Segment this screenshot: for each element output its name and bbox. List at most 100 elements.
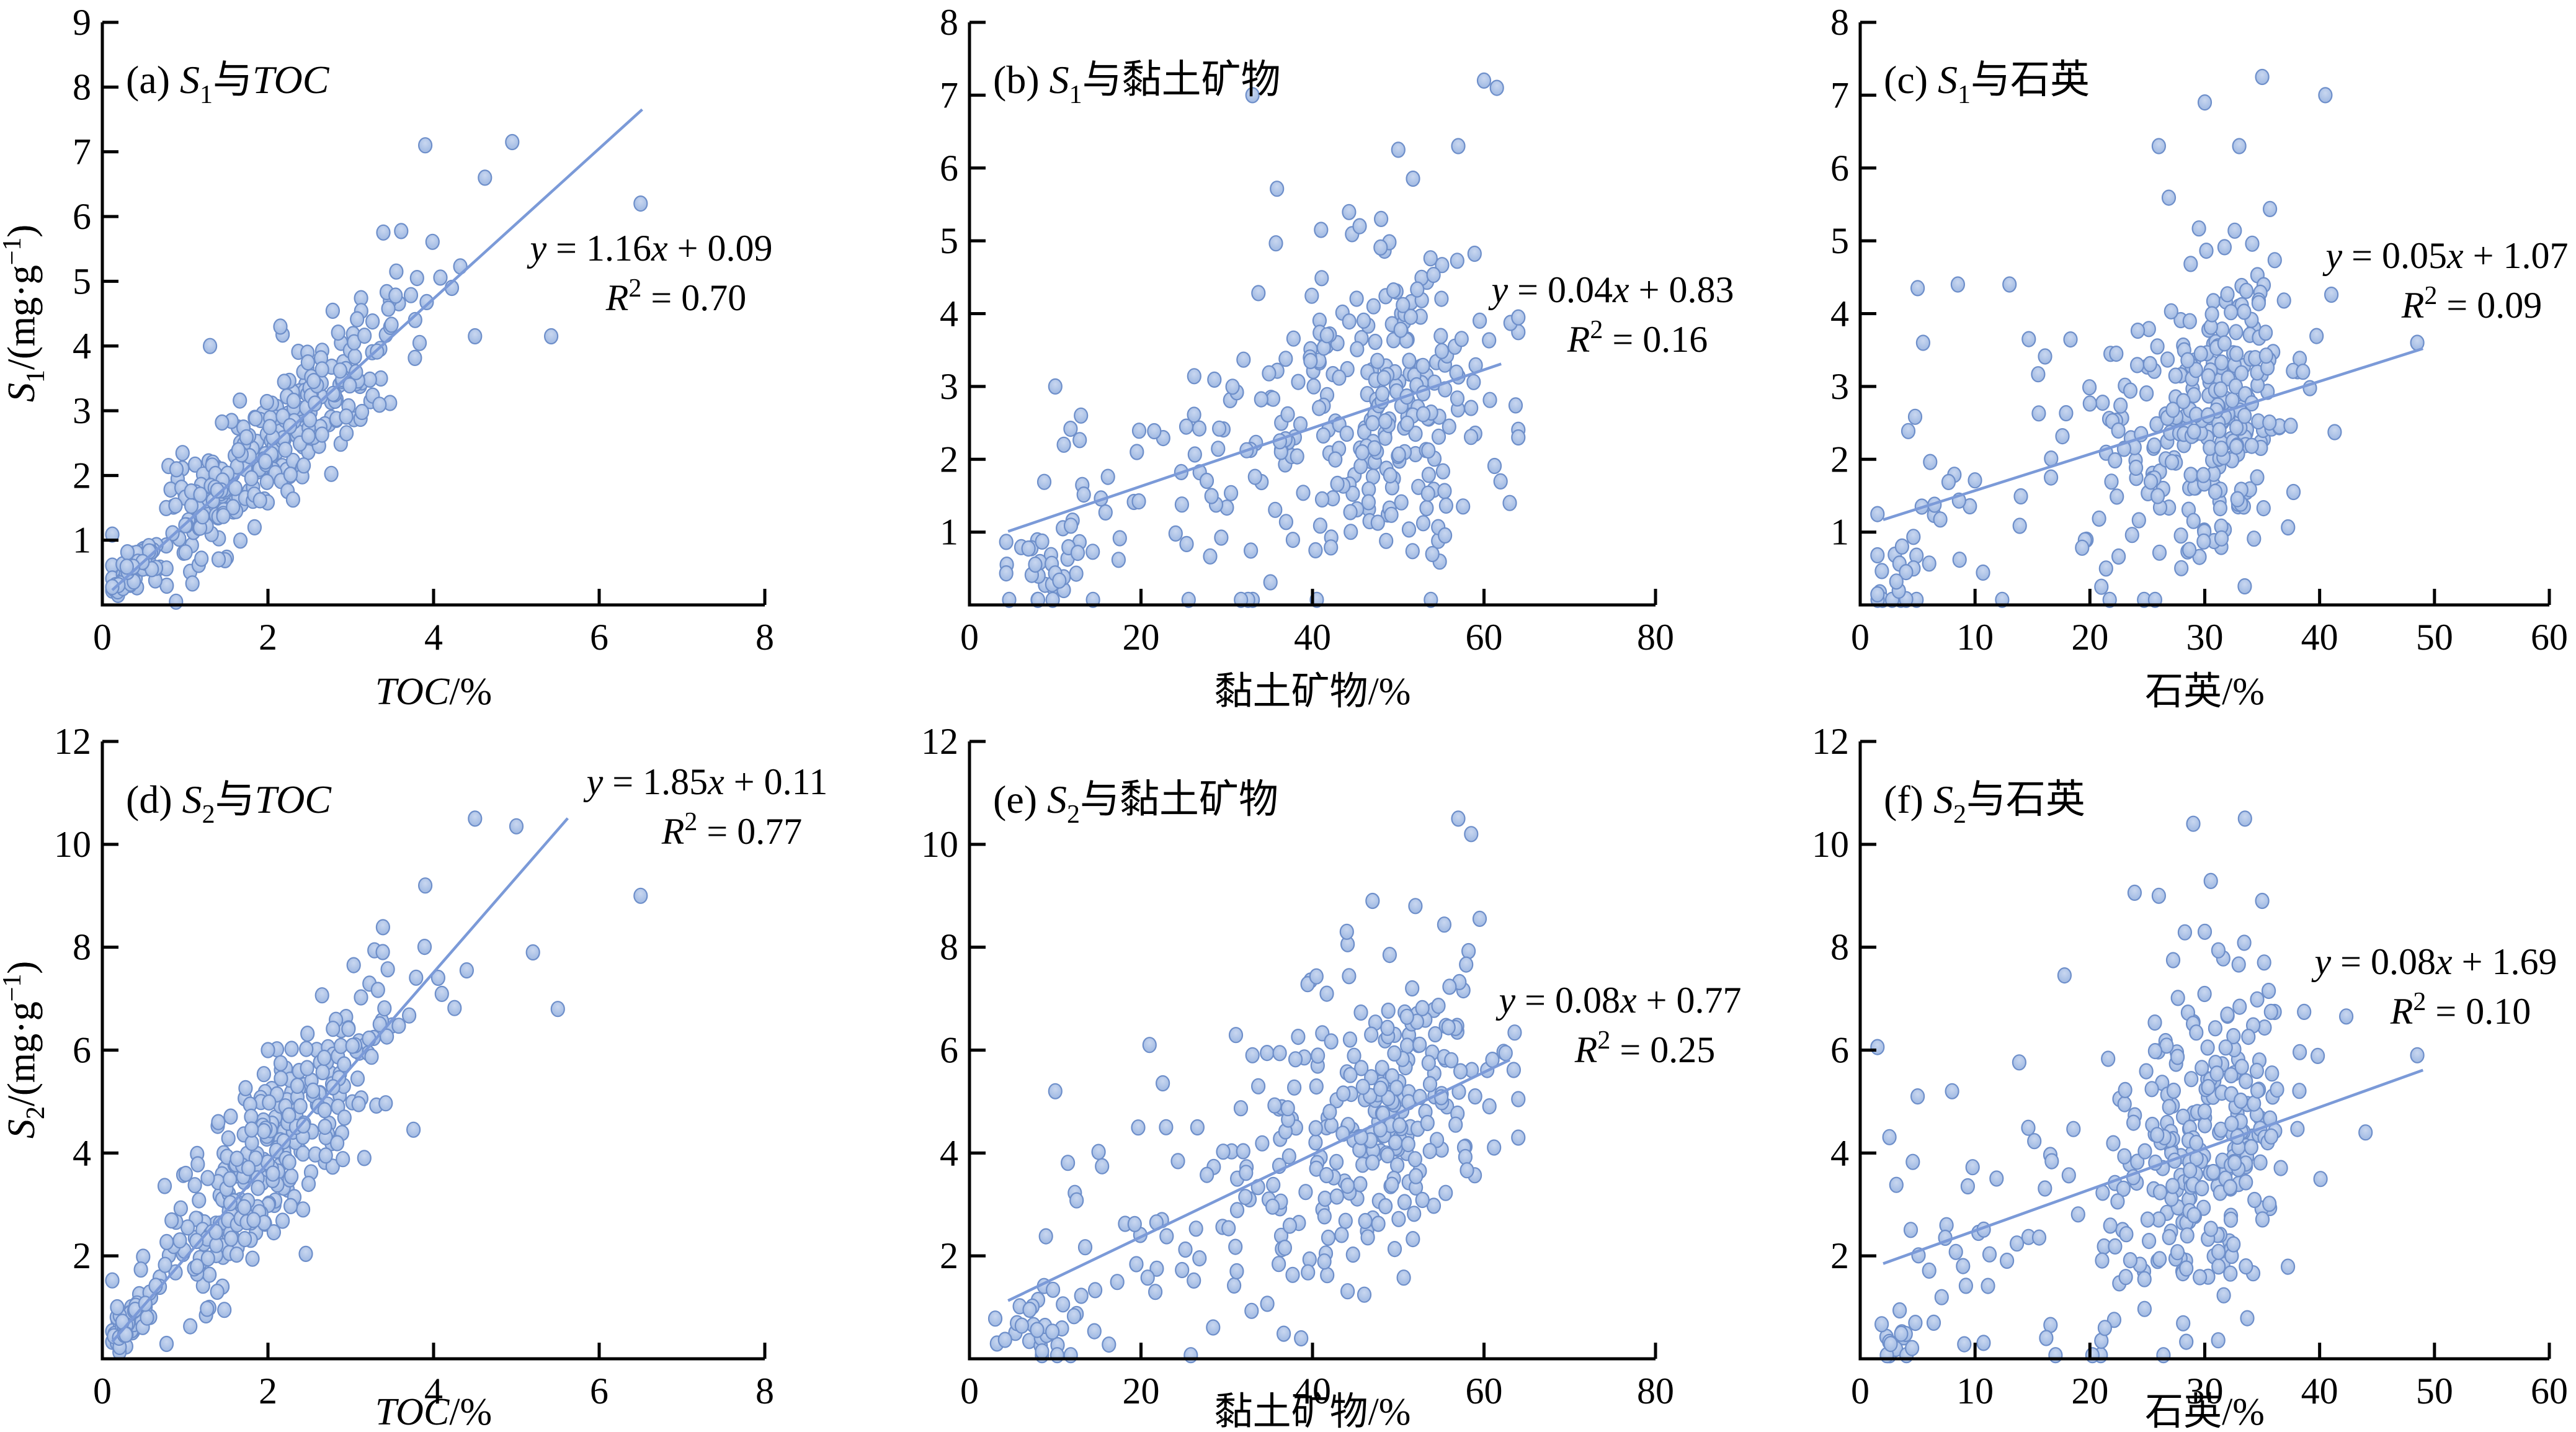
x-tick-label: 0 <box>960 1371 979 1412</box>
equation-line: y = 1.85x + 0.11 <box>583 761 828 802</box>
y-tick-label: 6 <box>940 1030 958 1071</box>
x-tick-label: 8 <box>755 1371 774 1412</box>
equation-line: y = 0.08x + 1.69 <box>2311 941 2557 982</box>
y-axis-label: S1/(mg·g−1) <box>0 225 50 402</box>
x-axis-label: TOC/% <box>375 671 492 713</box>
x-tick-label: 0 <box>1851 1371 1870 1412</box>
trend-line <box>1883 1068 2424 1265</box>
x-tick-label: 40 <box>1294 617 1331 658</box>
panel-title: (e) S2与黏土矿物 <box>993 777 1278 829</box>
equation-line: y = 0.08x + 0.77 <box>1495 980 1742 1021</box>
y-tick-label: 4 <box>940 1132 958 1173</box>
x-tick-label: 0 <box>960 617 979 658</box>
y-axis-label: S1/(mg·g−1) <box>0 225 50 402</box>
y-tick-label: 8 <box>1830 2 1849 43</box>
y-axis-label: S1/(mg·g−1) <box>0 225 50 402</box>
r-squared-line: R2 = 0.09 <box>2401 282 2543 326</box>
x-tick-label: 10 <box>1956 1371 1994 1412</box>
y-tick-label: 6 <box>73 1030 91 1071</box>
y-tick-label: 6 <box>73 196 91 237</box>
r-squared-line: R2 = 0.77 <box>661 808 803 852</box>
r-squared-line: R2 = 0.10 <box>2390 988 2531 1032</box>
panel-title: (b) S1与黏土矿物 <box>993 58 1281 109</box>
x-tick-label: 4 <box>424 1371 443 1412</box>
panel-a: 0 2 4 6 8 1 2 3 4 5 6 7 8 9 (a) S1与TOC TOC/% S1/(mg·g−1)… <box>0 2 774 713</box>
x-tick-label: 0 <box>93 1371 112 1412</box>
y-tick-label: 8 <box>1830 927 1849 968</box>
x-axis-label: TOC/% <box>375 1391 492 1432</box>
x-tick-label: 50 <box>2416 617 2453 658</box>
y-tick-label: 12 <box>54 721 91 762</box>
y-tick-label: 7 <box>73 132 91 172</box>
x-tick-label: 60 <box>1466 1371 1503 1412</box>
y-tick-label: 4 <box>940 293 958 334</box>
scatter-points <box>105 133 648 610</box>
y-tick-label: 1 <box>940 512 958 553</box>
y-tick-label: 12 <box>921 721 958 762</box>
scatter-points <box>105 810 648 1361</box>
y-tick-label: 8 <box>73 927 91 968</box>
y-tick-label: 8 <box>940 2 958 43</box>
y-tick-label: 2 <box>1830 1235 1849 1276</box>
x-tick-label: 40 <box>1294 1371 1331 1412</box>
x-tick-label: 40 <box>2301 617 2338 658</box>
equation-line: y = 0.04x + 0.83 <box>1488 269 1734 310</box>
y-tick-label: 1 <box>73 520 91 561</box>
y-tick-label: 8 <box>73 66 91 107</box>
x-tick-label: 2 <box>259 1371 277 1412</box>
y-axis-label: S2/(mg·g−1) <box>0 961 50 1139</box>
y-tick-label: 6 <box>1830 148 1849 189</box>
r-squared-line: R2 = 0.25 <box>1574 1026 1716 1070</box>
panel-title: (d) S2与TOC <box>126 777 332 829</box>
scatter-points <box>1870 68 2425 608</box>
x-tick-label: 60 <box>1466 617 1503 658</box>
x-tick-label: 80 <box>1637 617 1674 658</box>
x-axis-label: 石英/% <box>2145 671 2265 713</box>
y-tick-label: 7 <box>1830 74 1849 115</box>
y-tick-label: 2 <box>73 455 91 496</box>
x-tick-label: 4 <box>424 617 443 658</box>
y-tick-label: 10 <box>1812 824 1849 865</box>
y-tick-label: 4 <box>1830 293 1849 334</box>
panel-title: (a) S1与TOC <box>126 58 330 109</box>
y-tick-label: 10 <box>921 824 958 865</box>
x-tick-label: 8 <box>755 617 774 658</box>
trend-line <box>111 108 643 591</box>
x-tick-label: 40 <box>2301 1371 2338 1412</box>
trend-line <box>1007 1058 1510 1302</box>
y-tick-label: 5 <box>1830 220 1849 261</box>
x-tick-label: 60 <box>2531 617 2568 658</box>
trend-line <box>111 817 569 1343</box>
x-tick-label: 2 <box>259 617 277 658</box>
x-tick-label: 10 <box>1956 617 1994 658</box>
r-squared-line: R2 = 0.70 <box>605 274 747 318</box>
x-tick-label: 20 <box>2071 1371 2108 1412</box>
y-tick-label: 6 <box>940 148 958 189</box>
x-tick-label: 20 <box>1123 617 1160 658</box>
x-axis-label: 黏土矿物/% <box>1214 1391 1411 1432</box>
y-tick-label: 4 <box>73 326 91 367</box>
r-squared-line: R2 = 0.16 <box>1567 316 1708 360</box>
panel-d: 0 2 4 6 8 2 4 6 8 10 12 (d) S2与TOC TOC/% S2/(mg·g−1) y… <box>0 721 827 1432</box>
x-tick-label: 20 <box>2071 617 2108 658</box>
y-tick-label: 9 <box>73 2 91 43</box>
y-tick-label: 2 <box>73 1235 91 1276</box>
x-tick-label: 30 <box>2186 1371 2224 1412</box>
y-tick-label: 2 <box>940 439 958 480</box>
x-tick-label: 80 <box>1637 1371 1674 1412</box>
x-tick-label: 6 <box>590 617 608 658</box>
y-tick-label: 7 <box>940 74 958 115</box>
x-tick-label: 50 <box>2416 1371 2453 1412</box>
y-tick-label: 2 <box>1830 439 1849 480</box>
y-tick-label: 2 <box>940 1235 958 1276</box>
x-tick-label: 6 <box>590 1371 608 1412</box>
x-tick-label: 0 <box>93 617 112 658</box>
y-tick-label: 8 <box>940 927 958 968</box>
x-axis-label: 黏土矿物/% <box>1214 671 1411 713</box>
y-tick-label: 10 <box>54 824 91 865</box>
y-tick-label: 5 <box>73 261 91 302</box>
